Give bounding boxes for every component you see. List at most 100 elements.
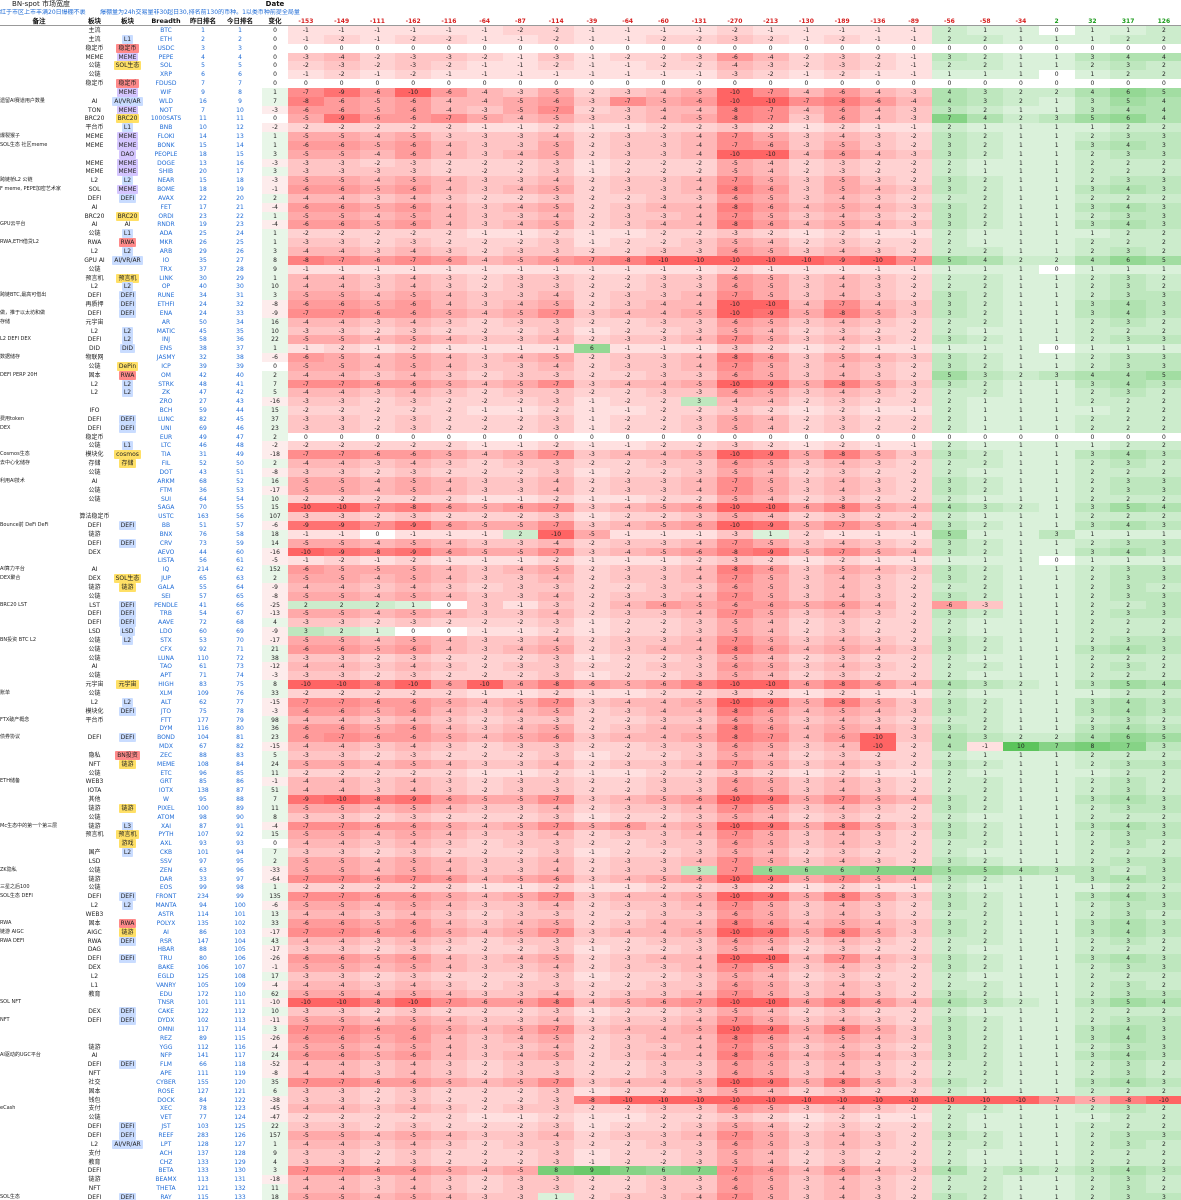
row-yesterday-rank: 96 <box>188 769 218 778</box>
heat-cell: -6 <box>752 202 789 212</box>
heat-cell: 2 <box>931 414 968 424</box>
row-symbol: BAKE <box>144 963 188 972</box>
row-sector-2 <box>111 1158 144 1167</box>
heat-cell: -1 <box>824 529 860 539</box>
heat-cell: -3 <box>466 105 503 115</box>
heat-cell: 1 <box>1038 1139 1075 1149</box>
heat-cell: -2 <box>466 653 503 663</box>
heat-cell: -3 <box>681 582 717 592</box>
row-change: -13 <box>262 609 288 619</box>
heat-cell: 3 <box>931 635 968 645</box>
row-sector-1: DEFI <box>78 892 111 901</box>
heat-cell: -3 <box>431 980 467 990</box>
heat-cell: -2 <box>359 52 396 62</box>
heat-cell: -6 <box>395 1077 431 1087</box>
heat-cell: -4 <box>824 786 860 796</box>
heat-cell: -4 <box>431 591 467 601</box>
row-sector-2: L2 <box>111 247 144 256</box>
heat-cell: -3 <box>395 812 431 822</box>
row-change: 1 <box>262 229 288 239</box>
row-note <box>0 88 78 97</box>
heat-cell: -3 <box>860 591 896 601</box>
heat-cell: -3 <box>466 291 503 301</box>
heat-cell: 1 <box>1003 830 1039 840</box>
sector-tag: DePin <box>116 361 139 371</box>
heat-cell: -2 <box>681 167 717 177</box>
heat-cell: 1 <box>967 812 1003 822</box>
heat-cell: 2 <box>1110 627 1146 637</box>
heat-cell: -7 <box>717 865 753 875</box>
heat-cell: -5 <box>323 1192 360 1200</box>
heat-cell: -1 <box>788 70 825 80</box>
heat-cell: -3 <box>574 379 610 389</box>
heat-cell: -3 <box>431 715 467 725</box>
heat-cell: 1 <box>1003 193 1039 203</box>
heat-cell: 1 <box>1003 26 1039 35</box>
heat-cell: 1 <box>967 1157 1003 1167</box>
heat-cell: -3 <box>538 812 574 822</box>
heat-cell: -4 <box>752 423 789 433</box>
heat-cell: -5 <box>752 980 789 990</box>
heat-cell: 2 <box>1074 1104 1111 1114</box>
heat-cell: 1 <box>1003 910 1039 919</box>
row-note <box>0 397 78 406</box>
row-change: 18 <box>262 1192 288 1200</box>
heat-cell: -2 <box>574 644 610 654</box>
heat-cell: -1 <box>895 52 932 62</box>
heat-cell: -6 <box>752 1033 789 1043</box>
row-yesterday-rank: 115 <box>188 1193 218 1200</box>
heat-cell: -3 <box>788 989 825 999</box>
row-change: -6 <box>262 521 288 531</box>
heat-cell: -3 <box>466 485 503 495</box>
heat-cell: 1 <box>1003 1051 1039 1061</box>
row-yesterday-rank: 127 <box>188 1087 218 1096</box>
heat-cell: -1 <box>466 61 503 71</box>
heat-cell: -2 <box>824 441 860 451</box>
heat-cell: -5 <box>502 733 539 743</box>
heat-cell: -2 <box>574 1051 610 1061</box>
heat-cell: -7 <box>788 96 825 106</box>
heat-cell: 0 <box>895 43 932 53</box>
heat-cell: 1 <box>1003 883 1039 893</box>
row-change: -47 <box>262 1113 288 1123</box>
heat-cell: -3 <box>288 512 324 522</box>
heat-cell: 1 <box>1038 485 1075 495</box>
heat-cell: -2 <box>645 1113 682 1123</box>
row-sector-2 <box>111 769 144 778</box>
heat-cell: -3 <box>288 653 324 663</box>
heat-cell: -7 <box>288 1024 324 1034</box>
heat-cell: 0 <box>609 79 646 89</box>
heat-cell: -3 <box>645 273 682 283</box>
row-yesterday-rank: 68 <box>188 477 218 486</box>
heat-cell: 3 <box>1110 565 1146 575</box>
heat-cell: -2 <box>860 653 896 663</box>
row-sector-1: NFT <box>78 760 111 769</box>
heat-cell: -3 <box>359 193 396 203</box>
heat-cell: -5 <box>395 176 431 186</box>
row-change: 15 <box>262 503 288 513</box>
row-note: 链游 AIGC <box>0 928 78 937</box>
heat-cell: -4 <box>860 185 896 195</box>
heat-cell: -3 <box>788 176 825 186</box>
heat-cell: -4 <box>609 503 646 513</box>
heat-cell: 2 <box>1074 1086 1111 1096</box>
heat-cell: 2 <box>967 361 1003 371</box>
heat-cell: 0 <box>717 432 753 442</box>
heat-cell: 2 <box>1146 768 1181 778</box>
heat-cell: 3 <box>1074 1077 1111 1087</box>
row-change: 5 <box>262 388 288 398</box>
heat-cell: -10 <box>645 1095 682 1105</box>
heat-cell: -5 <box>395 538 431 548</box>
row-yesterday-rank: 137 <box>188 1149 218 1158</box>
heat-cell: -5 <box>323 901 360 911</box>
row-sector-2: L1 <box>111 123 144 133</box>
row-sector-2: MEME <box>111 52 144 62</box>
heat-cell: -2 <box>574 185 610 195</box>
heat-cell: -1 <box>466 441 503 451</box>
heat-cell: -5 <box>752 282 789 292</box>
heat-cell: -2 <box>609 459 646 469</box>
heat-cell: -4 <box>538 759 574 769</box>
heat-cell: -4 <box>431 485 467 495</box>
heat-cell: -4 <box>860 300 896 310</box>
row-yesterday-rank: 172 <box>188 990 218 999</box>
